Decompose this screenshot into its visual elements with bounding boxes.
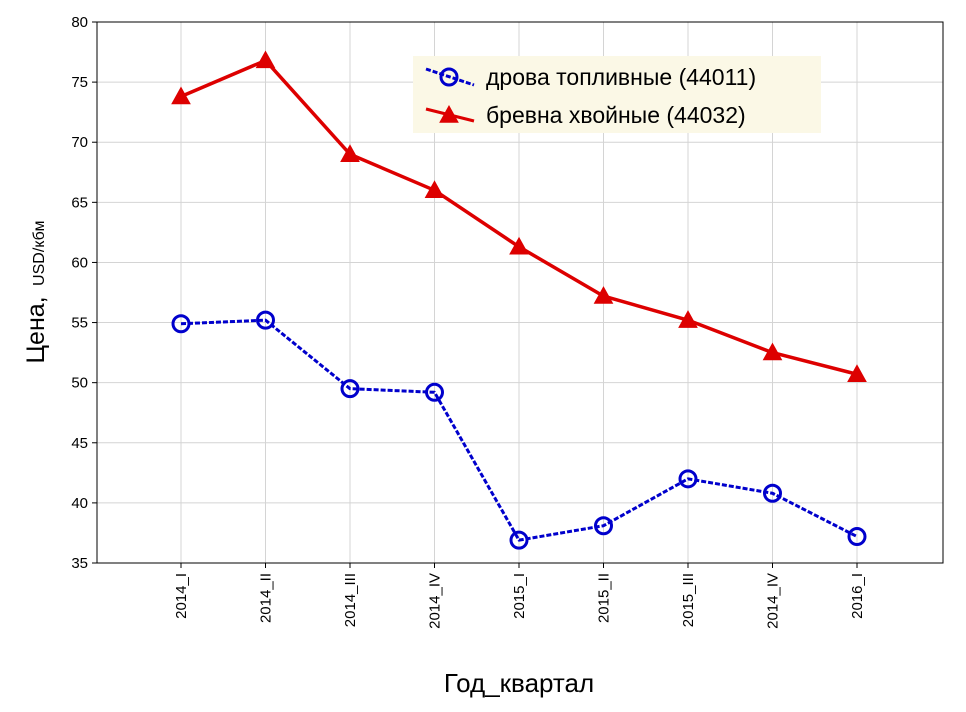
y-tick-label: 80	[71, 14, 88, 31]
legend-marker-swatch	[439, 104, 459, 123]
data-point-marker	[424, 180, 445, 199]
series-line	[180, 318, 858, 542]
y-tick-label: 40	[71, 495, 88, 512]
data-point-marker	[509, 236, 529, 255]
data-point-marker	[171, 314, 191, 334]
x-axis-title: Год_квартал	[444, 668, 594, 698]
y-tick-label: 35	[71, 555, 88, 572]
y-tick-label: 55	[71, 315, 88, 332]
legend-label: дрова топливные (44011)	[486, 64, 756, 90]
x-tick-label: 2014_III	[342, 573, 359, 627]
data-point-marker	[847, 527, 867, 547]
legend-marker-swatch	[439, 67, 459, 87]
data-point-marker	[425, 382, 444, 402]
y-axis-title-unit: USD/кбм	[31, 221, 48, 286]
data-point-marker	[594, 516, 613, 536]
y-tick-label: 45	[71, 435, 88, 452]
legend-line-swatch	[425, 67, 475, 87]
plot-area	[96, 21, 944, 564]
data-point-marker	[847, 364, 867, 382]
series-circle	[171, 310, 867, 550]
data-point-marker	[762, 342, 783, 361]
x-tick-label: 2014_I	[173, 573, 190, 619]
x-axis: 2014_I 2014_II 2014_III 2014_IV 2015_I 2015_I…	[173, 563, 866, 629]
y-axis-title: Цена, USD/кбм	[22, 221, 50, 364]
data-point-marker	[340, 379, 360, 399]
y-axis: 35 40 45 50 55 60 65 70 75 80	[71, 14, 97, 572]
x-tick-label: 2015_III	[680, 573, 697, 627]
data-point-marker	[678, 310, 698, 328]
x-tick-label: 2014_IV	[427, 573, 444, 629]
data-point-marker	[678, 469, 698, 489]
data-point-marker	[255, 50, 276, 69]
data-point-marker	[763, 483, 782, 503]
y-tick-label: 70	[71, 134, 88, 151]
x-tick-label: 2014_II	[258, 573, 275, 623]
data-point-marker	[256, 310, 275, 330]
y-tick-label: 50	[71, 375, 88, 392]
data-point-marker	[171, 86, 191, 105]
data-point-marker	[509, 530, 529, 550]
x-tick-label: 2015_II	[596, 573, 613, 623]
series-group	[171, 50, 867, 550]
y-tick-label: 75	[71, 74, 88, 91]
y-tick-label: 65	[71, 194, 88, 211]
series-triangle	[171, 50, 867, 382]
x-tick-label: 2016_I	[849, 573, 866, 619]
data-point-marker	[340, 144, 360, 162]
data-point-marker	[593, 286, 614, 304]
y-tick-label: 60	[71, 254, 88, 271]
legend-box	[413, 56, 821, 133]
legend: дрова топливные (44011) бревна хвойные (4…	[413, 56, 821, 133]
y-axis-title-main: Цена,	[22, 296, 50, 363]
x-tick-label: 2015_I	[511, 573, 528, 619]
x-tick-label: 2014_IV	[765, 573, 782, 629]
legend-label: бревна хвойные (44032)	[486, 102, 746, 128]
